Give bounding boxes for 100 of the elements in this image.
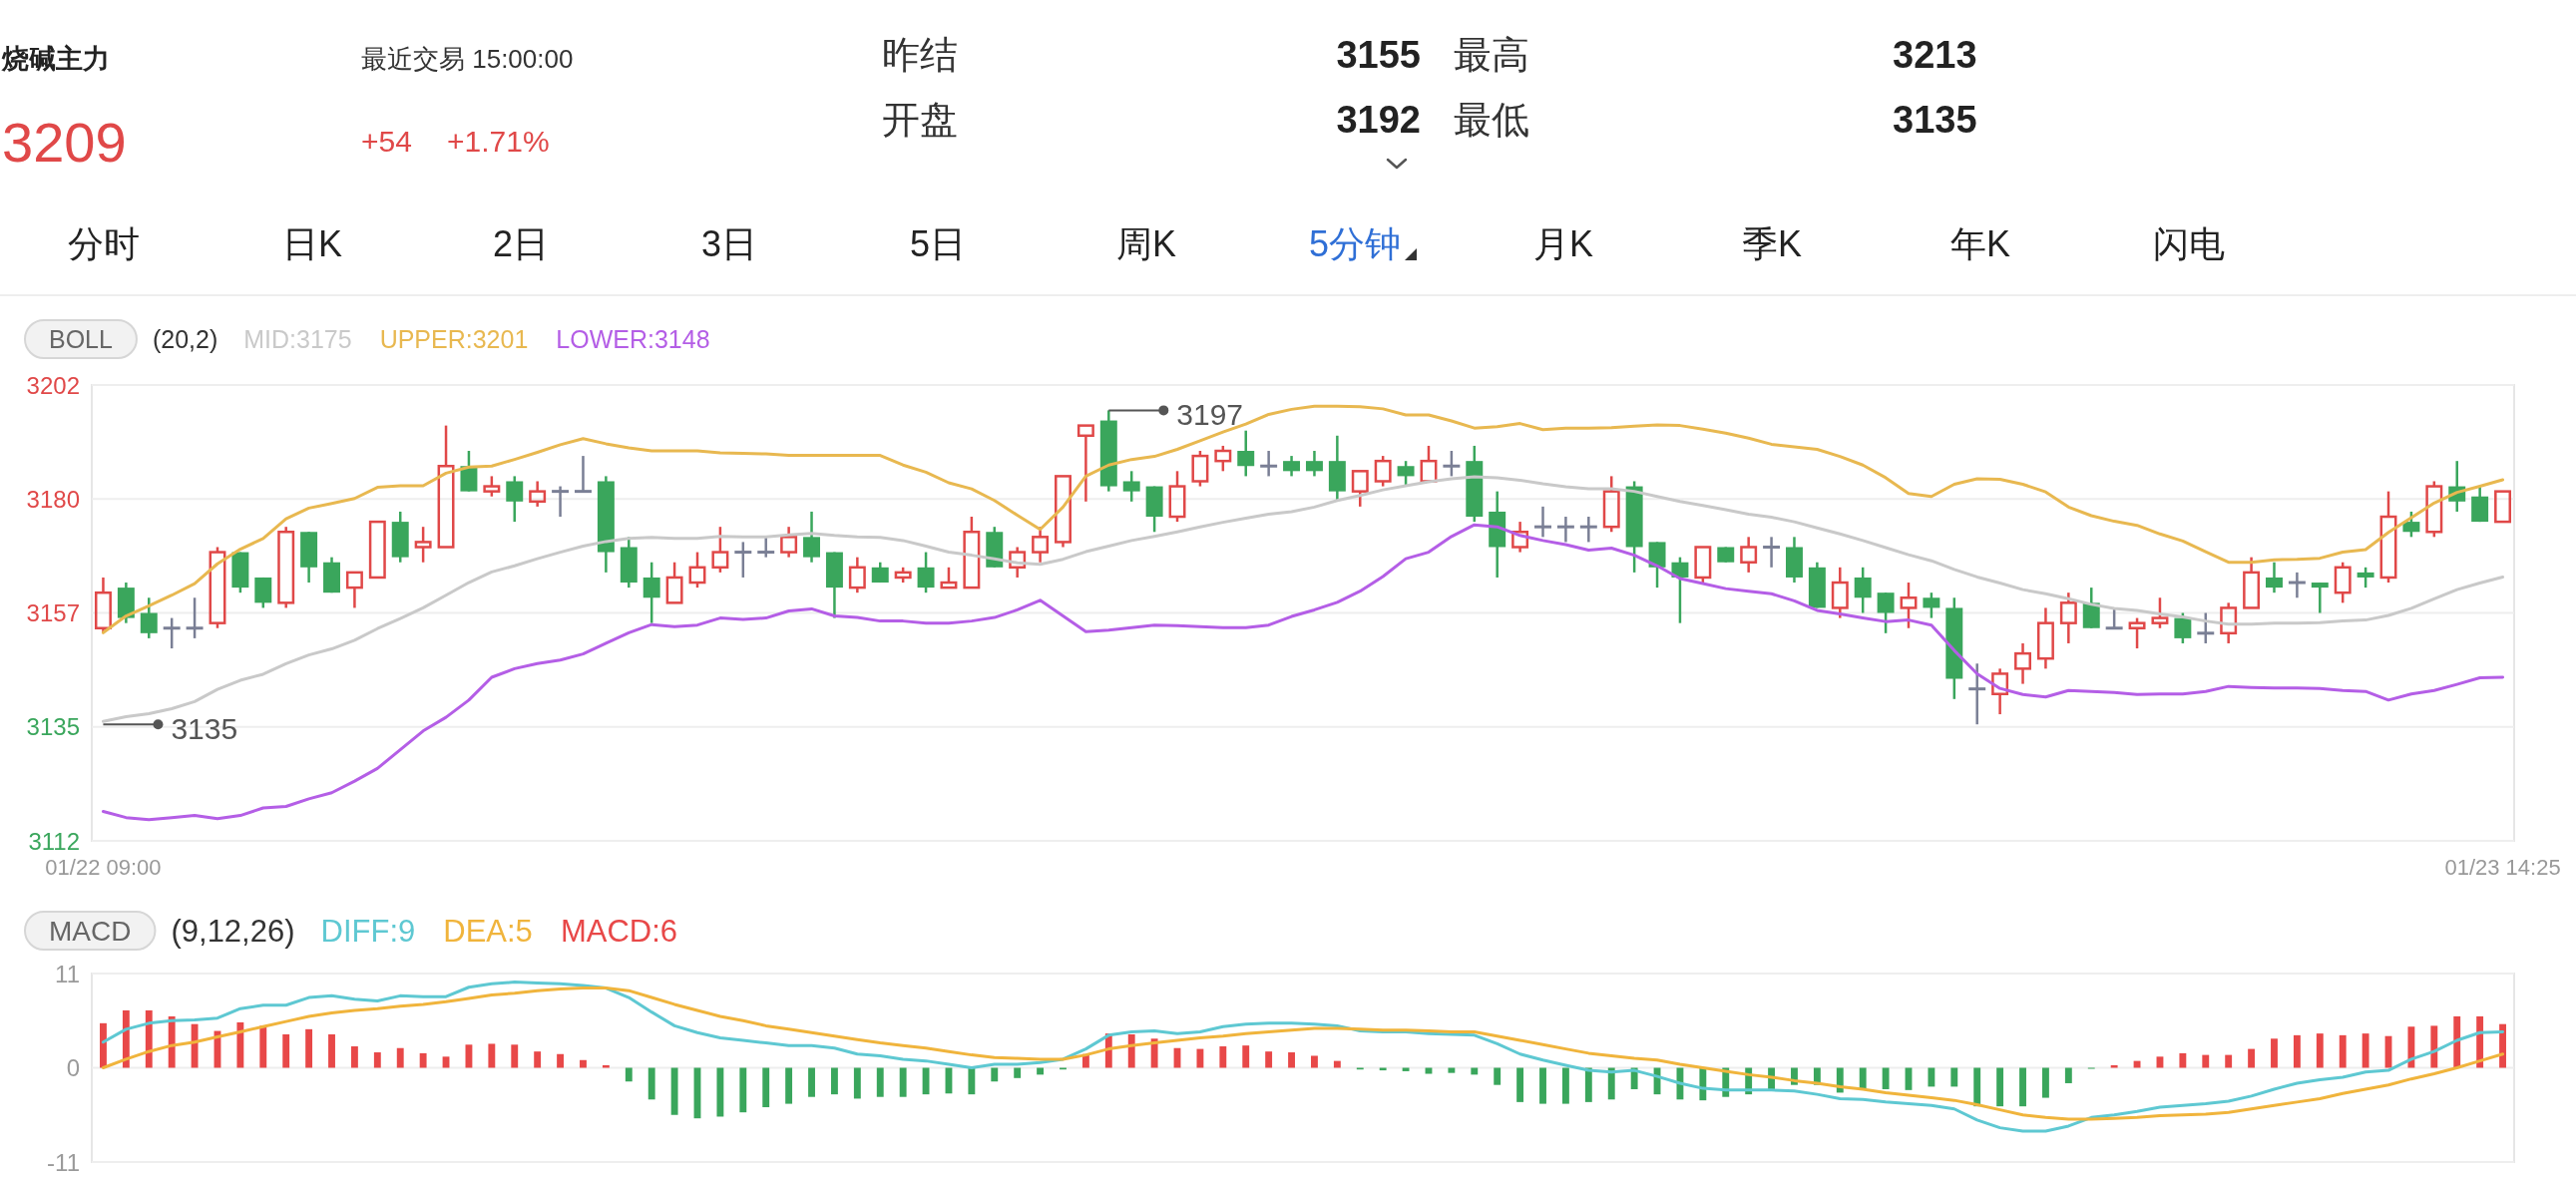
bar — [2293, 1034, 2301, 1068]
candlestick — [575, 454, 592, 494]
candlestick — [2357, 566, 2374, 590]
candlestick — [186, 596, 204, 640]
candlestick — [140, 596, 158, 640]
text: 月K — [1532, 223, 1594, 264]
text: 5日 — [909, 223, 967, 264]
y-tick-label: 0 — [66, 1054, 80, 1081]
text: 最高 — [1454, 34, 1529, 76]
bar — [2316, 1033, 2324, 1068]
bar — [1448, 1067, 1456, 1073]
bar — [488, 1043, 496, 1068]
bar — [373, 1052, 381, 1068]
bar — [100, 1022, 107, 1068]
bar — [1928, 1067, 1935, 1087]
candlestick — [552, 485, 570, 519]
y-tick-label: 11 — [55, 960, 80, 987]
bar — [1150, 1038, 1158, 1068]
candlestick — [848, 556, 866, 594]
bar — [1882, 1067, 1890, 1089]
text: 最低 — [1454, 99, 1529, 141]
chart-subtitle: (9,12,26) — [171, 913, 295, 949]
bar — [2453, 1015, 2461, 1068]
candlestick — [163, 616, 181, 650]
candlestick — [1968, 662, 1987, 726]
candlestick — [2494, 490, 2512, 524]
text: +54 — [361, 125, 412, 158]
bar — [1333, 1060, 1341, 1068]
text: 3155 — [1336, 34, 1421, 76]
candlestick — [1740, 536, 1758, 575]
candlestick — [437, 424, 455, 549]
text: 季K — [1741, 223, 1803, 264]
text: 3209 — [2, 111, 127, 174]
bar — [191, 1023, 199, 1068]
bar — [350, 1046, 358, 1068]
bar — [1561, 1067, 1569, 1104]
text: 3135 — [1893, 99, 1977, 141]
bar — [625, 1067, 633, 1082]
line-series — [101, 404, 2505, 634]
bar — [2407, 1026, 2415, 1068]
candlestick — [2311, 581, 2329, 614]
bar — [2019, 1067, 2026, 1107]
bar — [1242, 1045, 1250, 1068]
candlestick — [734, 541, 752, 580]
y-tick-label: 3180 — [26, 485, 80, 513]
y-tick-label: -11 — [47, 1148, 80, 1176]
bar — [647, 1067, 655, 1100]
bar — [1265, 1051, 1273, 1068]
bar — [670, 1067, 678, 1115]
bar — [2202, 1054, 2210, 1068]
candlestick — [1009, 546, 1027, 580]
candlestick — [803, 510, 820, 564]
chart-subtitle: (20,2) — [152, 325, 218, 353]
bar — [534, 1051, 542, 1068]
annotation: 3135 — [171, 711, 238, 745]
bar — [557, 1053, 564, 1068]
candlestick — [1877, 590, 1895, 635]
candlestick — [368, 520, 386, 580]
candlestick — [1237, 429, 1255, 478]
bar — [2339, 1034, 2347, 1068]
text: 2日 — [492, 223, 550, 264]
candlestick — [1578, 515, 1597, 544]
bar — [853, 1067, 861, 1099]
candlestick — [1534, 505, 1551, 539]
y-tick-label: 3135 — [26, 713, 80, 741]
bar — [1014, 1067, 1022, 1078]
bar — [2361, 1033, 2369, 1068]
candlestick — [2174, 611, 2192, 645]
candlestick — [2036, 606, 2054, 670]
bar — [305, 1028, 313, 1068]
candlestick — [1763, 536, 1781, 570]
bar — [442, 1056, 450, 1068]
bar — [899, 1067, 907, 1097]
candlestick — [1443, 449, 1461, 478]
series-label: DIFF:9 — [320, 913, 416, 949]
candlestick — [2197, 611, 2215, 645]
candlestick — [1854, 566, 1872, 614]
bar — [396, 1047, 404, 1068]
candlestick — [2014, 641, 2031, 685]
bar — [1127, 1034, 1135, 1068]
text: UPPER:3201 — [379, 325, 529, 353]
candlestick — [1923, 590, 1940, 619]
bar — [1311, 1055, 1318, 1068]
bar — [1584, 1067, 1592, 1102]
bar — [739, 1067, 747, 1113]
text: MACD:6 — [560, 913, 678, 949]
bar — [762, 1067, 770, 1108]
candlestick — [1283, 454, 1301, 478]
bar — [991, 1067, 999, 1082]
x-tick-label: 01/22 09:00 — [45, 855, 162, 880]
bar — [1196, 1048, 1204, 1068]
bar — [716, 1067, 724, 1117]
bar — [465, 1044, 473, 1068]
candlestick — [2105, 606, 2123, 630]
bar — [1539, 1067, 1546, 1104]
text: 3213 — [1893, 34, 1977, 76]
bar — [1859, 1067, 1867, 1089]
text: 5分钟 — [1308, 223, 1402, 264]
candlestick — [1397, 459, 1415, 488]
candlestick — [345, 571, 363, 609]
